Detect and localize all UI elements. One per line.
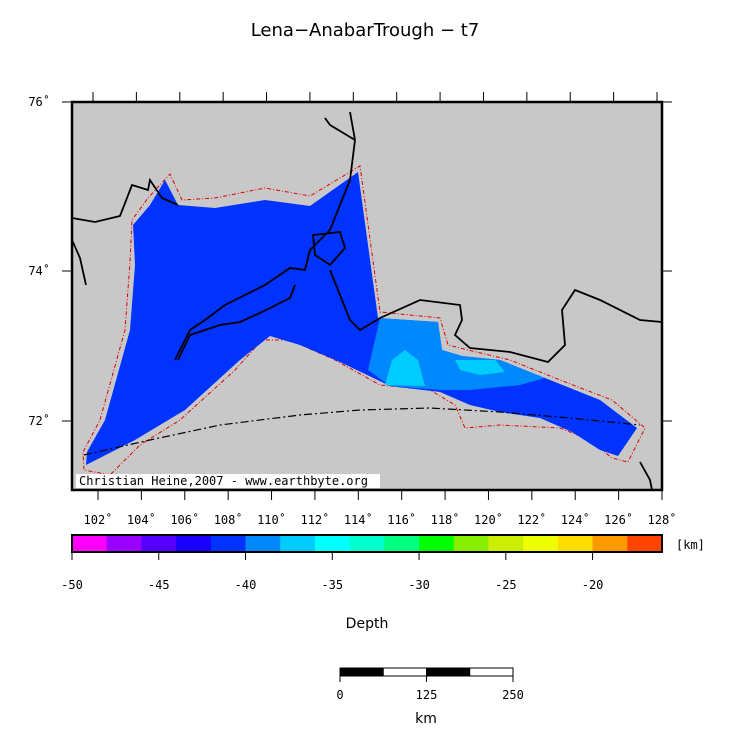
colorbar-tick-label: -25 [495, 578, 517, 592]
lon-label: 120˚ [474, 512, 503, 527]
lon-label: 112˚ [300, 512, 329, 527]
coastline [71, 111, 663, 491]
colorbar-segment [557, 535, 594, 552]
colorbar-frame [71, 534, 663, 553]
lon-label: 128˚ [648, 512, 677, 527]
colorbar-segment [245, 535, 281, 552]
colorbar-segment [349, 535, 385, 552]
scale-segment [339, 667, 384, 677]
colorbar-tick-label: -30 [408, 578, 430, 592]
colorbar-segment [106, 535, 142, 552]
colorbar-tick-label: -40 [235, 578, 257, 592]
colorbar-segment [280, 535, 316, 552]
scale-unit: km [415, 711, 437, 727]
lon-label: 126˚ [604, 512, 633, 527]
colorbar-segment [210, 535, 247, 552]
colorbar-segment [453, 535, 489, 552]
colorbar-label: Depth [346, 616, 389, 632]
lat-label: 76˚ [28, 94, 50, 109]
lon-label: 108˚ [214, 512, 243, 527]
lon-label: 102˚ [84, 512, 113, 527]
colorbar-tick-label: -50 [61, 578, 83, 592]
credit-box [76, 474, 380, 488]
colorbar-segment [176, 535, 212, 552]
colorbar-segment [419, 535, 455, 552]
lon-label: 124˚ [561, 512, 590, 527]
sediment-contour [82, 165, 646, 476]
colorbar-segment [72, 535, 108, 552]
lon-label: 106˚ [170, 512, 199, 527]
map-frame [70, 100, 664, 492]
colorbar-segment [488, 535, 524, 552]
scale-label: 250 [502, 688, 524, 702]
title: Lena−AnabarTrough − t7 [251, 20, 480, 41]
lon-label: 110˚ [257, 512, 286, 527]
colorbar-segment [592, 535, 628, 552]
scale-label: 0 [336, 688, 343, 702]
basin-depth [385, 350, 505, 386]
boundary-line [83, 407, 641, 456]
scale-segment [426, 667, 471, 677]
lon-label: 104˚ [127, 512, 156, 527]
lon-label: 116˚ [387, 512, 416, 527]
colorbar-segment [314, 535, 351, 552]
credit: Christian Heine,2007 - www.earthbyte.org [79, 474, 368, 488]
colorbar-tick-label: -20 [582, 578, 604, 592]
colorbar-segment [141, 535, 177, 552]
lon-label: 118˚ [431, 512, 460, 527]
lat-label: 72˚ [28, 413, 50, 428]
lon-label: 114˚ [344, 512, 373, 527]
colorbar-tick-label: -35 [321, 578, 343, 592]
colorbar-tick-label: -45 [148, 578, 170, 592]
colorbar-unit: [km] [676, 538, 705, 552]
colorbar-segment [384, 535, 420, 552]
lat-label: 74˚ [28, 263, 50, 278]
scale-segment [382, 667, 427, 677]
scale-segment [469, 667, 514, 677]
basin-depth [86, 172, 637, 465]
lon-label: 122˚ [517, 512, 546, 527]
scale-label: 125 [416, 688, 438, 702]
colorbar-segment [627, 535, 663, 552]
colorbar-segment [523, 535, 559, 552]
